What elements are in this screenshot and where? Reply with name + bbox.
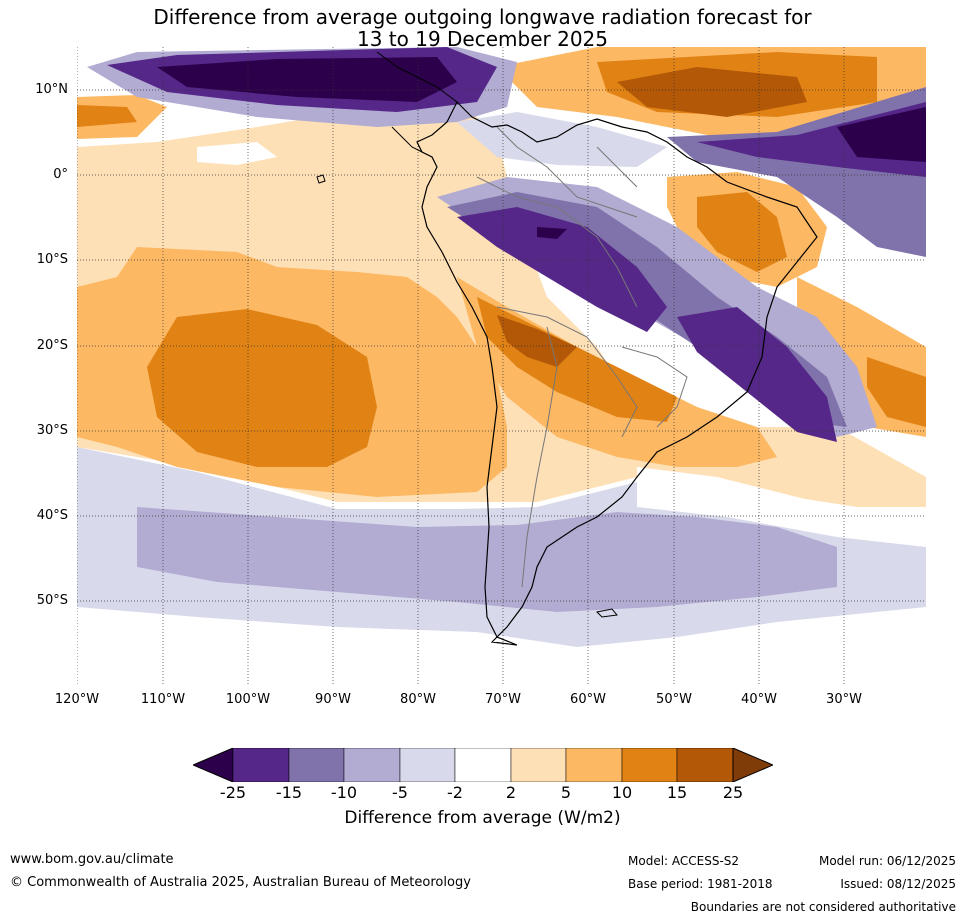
region-darkest-purple-north <box>157 57 457 102</box>
colorbar-seg-6 <box>510 748 567 782</box>
map-canvas <box>77 47 926 686</box>
lat-label-10s: 10°S <box>36 252 68 267</box>
map-title-line1: Difference from average outgoing longwav… <box>153 5 812 29</box>
lat-label-0: 0° <box>53 167 68 182</box>
lon-label-30w: 30°W <box>826 692 862 707</box>
lon-label-110w: 110°W <box>140 692 186 707</box>
lon-label-90w: 90°W <box>315 692 351 707</box>
lat-label-10n: 10°N <box>35 82 68 97</box>
islands <box>316 174 618 618</box>
footer-model-run: Model run: 06/12/2025 <box>818 854 956 868</box>
region-white-south-atlantic <box>637 467 926 547</box>
region-darkest-orange-north-atlantic <box>617 67 807 117</box>
colorbar-tick: -5 <box>392 783 408 802</box>
region-darkest-orange-chaco <box>497 315 577 367</box>
region-dark-orange-ne-brazil <box>697 192 787 272</box>
lon-label-50w: 50°W <box>656 692 692 707</box>
colorbar-tick: -2 <box>447 783 463 802</box>
lon-label-70w: 70°W <box>485 692 521 707</box>
region-white-equator <box>197 142 277 165</box>
colorbar <box>193 748 773 782</box>
lon-label-60w: 60°W <box>570 692 606 707</box>
region-darkest-purple-amazon <box>537 227 567 239</box>
colorbar-seg-5 <box>454 748 512 782</box>
colorbar-tick: 10 <box>611 783 633 802</box>
coastline-south-america <box>416 100 818 646</box>
lon-label-40w: 40°W <box>741 692 777 707</box>
footer-base-period: Base period: 1981-2018 <box>628 877 773 891</box>
graticule <box>77 47 926 686</box>
lon-label-80w: 80°W <box>400 692 436 707</box>
country-borders <box>476 126 688 588</box>
colorbar-seg-10 <box>732 748 773 782</box>
olr-anomaly-map <box>77 47 926 686</box>
region-dark-orange-atlantic <box>867 357 926 427</box>
lat-label-40s: 40°S <box>36 508 68 523</box>
region-darkest-purple-east-atlantic <box>837 107 926 162</box>
lat-label-20s: 20°S <box>36 338 68 353</box>
colorbar-seg-8 <box>621 748 678 782</box>
colorbar-tick: -25 <box>219 783 247 802</box>
lon-label-120w: 120°W <box>54 692 100 707</box>
map-title-line2: 13 to 19 December 2025 <box>356 27 608 51</box>
colorbar-tick: 5 <box>560 783 572 802</box>
colorbar-tick: 2 <box>505 783 517 802</box>
colorbar-seg-1 <box>232 748 290 782</box>
region-dark-orange-east-pacific-north <box>77 105 137 127</box>
coastline-central-america <box>376 51 458 153</box>
colorbar-tick: 25 <box>722 783 744 802</box>
region-dark-orange-pacific <box>147 309 377 467</box>
footer-issued: Issued: 08/12/2025 <box>840 877 956 891</box>
colorbar-tick: -15 <box>275 783 303 802</box>
colorbar-tick: 15 <box>666 783 688 802</box>
colorbar-label: Difference from average (W/m2) <box>344 808 621 828</box>
colorbar-seg-3 <box>343 748 401 782</box>
lat-label-30s: 30°S <box>36 423 68 438</box>
footer-model: Model: ACCESS-S2 <box>628 854 740 868</box>
colorbar-tick: -10 <box>330 783 358 802</box>
colorbar-seg-4 <box>399 748 456 782</box>
colorbar-seg-9 <box>676 748 734 782</box>
footer-copyright: © Commonwealth of Australia 2025, Austra… <box>10 875 471 890</box>
region-purple-sa-band <box>457 207 667 332</box>
footer-disclaimer: Boundaries are not considered authoritat… <box>690 900 956 914</box>
lat-label-50s: 50°S <box>36 593 68 608</box>
colorbar-seg-2 <box>288 748 345 782</box>
region-purple-east-brazil <box>677 307 837 442</box>
colorbar-seg-0 <box>193 748 234 782</box>
lon-label-100w: 100°W <box>225 692 271 707</box>
footer-url[interactable]: www.bom.gov.au/climate <box>10 852 174 867</box>
colorbar-seg-7 <box>565 748 623 782</box>
